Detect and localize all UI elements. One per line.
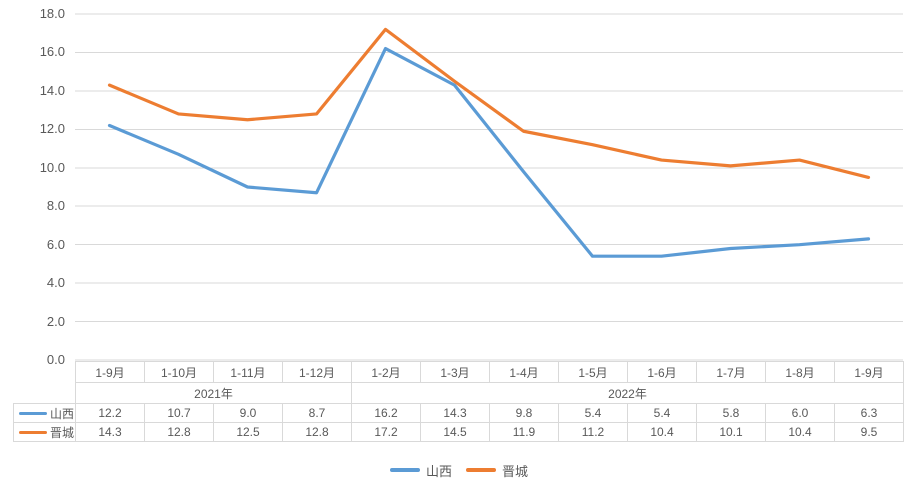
y-axis-tick-label: 4.0 (46, 275, 65, 291)
month-header-cell: 1-7月 (696, 361, 766, 383)
table-corner-blank (14, 362, 76, 383)
legend-line-swatch-icon (466, 468, 496, 472)
y-axis-tick-label: 12.0 (39, 121, 65, 137)
y-axis-tick-label: 18.0 (39, 6, 65, 21)
value-cell: 9.0 (213, 403, 283, 423)
month-header-cell: 1-9月 (834, 361, 904, 383)
y-axis-tick-label: 10.0 (39, 159, 65, 175)
month-header-cell: 1-3月 (420, 361, 490, 383)
value-cell: 5.4 (627, 403, 697, 423)
series-name-label: 山西 (49, 406, 74, 421)
chart-legend: 山西 晋城 (0, 459, 918, 481)
year-header-cell: 2022年 (351, 382, 904, 404)
series-line-swatch-icon (18, 430, 47, 434)
gridlines (75, 13, 903, 361)
series-row-header: 晋城 (13, 422, 76, 442)
value-cell: 10.4 (765, 422, 835, 442)
month-header-cell: 1-4月 (489, 361, 559, 383)
value-cell: 14.3 (420, 403, 490, 423)
month-header-cell: 1-2月 (351, 361, 421, 383)
value-cell: 12.2 (75, 403, 145, 423)
legend-label: 晋城 (502, 463, 529, 479)
month-header-cell: 1-12月 (282, 361, 352, 383)
series-line-swatch-icon (18, 411, 47, 415)
value-cell: 12.8 (282, 422, 352, 442)
chart-data-table: 1-9月 1-10月 1-11月 1-12月 1-2月 1-3月 1-4月 1-5月 1-6月 1… (13, 361, 904, 442)
y-axis-tick-label: 6.0 (46, 236, 65, 252)
value-cell: 6.0 (765, 403, 835, 423)
year-header-cell: 2021年 (75, 382, 352, 404)
series-line-山西[interactable] (107, 46, 871, 258)
value-cell: 14.3 (75, 422, 145, 442)
series-name-label: 晋城 (49, 425, 74, 440)
value-cell: 9.5 (834, 422, 904, 442)
y-axis-tick-label: 8.0 (46, 198, 65, 214)
series-row-header: 山西 (13, 403, 76, 423)
value-cell: 11.9 (489, 422, 559, 442)
legend-item-晋城[interactable]: 晋城 (466, 461, 528, 480)
month-header-cell: 1-10月 (144, 361, 214, 383)
month-header-cell: 1-6月 (627, 361, 697, 383)
value-cell: 10.7 (144, 403, 214, 423)
value-cell: 9.8 (489, 403, 559, 423)
table-corner-blank (14, 383, 76, 404)
y-axis-tick-label: 14.0 (39, 82, 65, 98)
y-axis-tick-label: 2.0 (46, 313, 65, 329)
series-key: 山西 (16, 405, 74, 422)
value-cell: 10.4 (627, 422, 697, 442)
series-line-晋城[interactable] (107, 27, 871, 179)
legend-item-山西[interactable]: 山西 (389, 461, 452, 480)
value-cell: 6.3 (834, 403, 904, 423)
month-header-cell: 1-8月 (765, 361, 835, 383)
month-header-cell: 1-9月 (75, 361, 145, 383)
value-cell: 12.8 (144, 422, 214, 442)
y-axis-tick-label: 16.0 (39, 44, 65, 60)
value-cell: 12.5 (213, 422, 283, 442)
value-cell: 5.8 (696, 403, 766, 423)
series-key: 晋城 (16, 424, 74, 441)
value-cell: 5.4 (558, 403, 628, 423)
y-axis-tick-label: 0.0 (46, 352, 65, 367)
value-cell: 17.2 (351, 422, 421, 442)
value-cell: 8.7 (282, 403, 352, 423)
value-cell: 10.1 (696, 422, 766, 442)
month-header-cell: 1-11月 (213, 361, 283, 383)
legend-label: 山西 (425, 463, 452, 479)
series-lines (107, 27, 871, 258)
value-cell: 11.2 (558, 422, 628, 442)
month-header-cell: 1-5月 (558, 361, 628, 383)
value-cell: 16.2 (351, 403, 421, 423)
value-cell: 14.5 (420, 422, 490, 442)
y-axis-labels: 0.0 2.0 4.0 6.0 8.0 10.0 12.0 14.0 16.0 18.0 (0, 0, 65, 380)
legend-line-swatch-icon (389, 468, 420, 472)
chart-plot-area (75, 13, 903, 361)
